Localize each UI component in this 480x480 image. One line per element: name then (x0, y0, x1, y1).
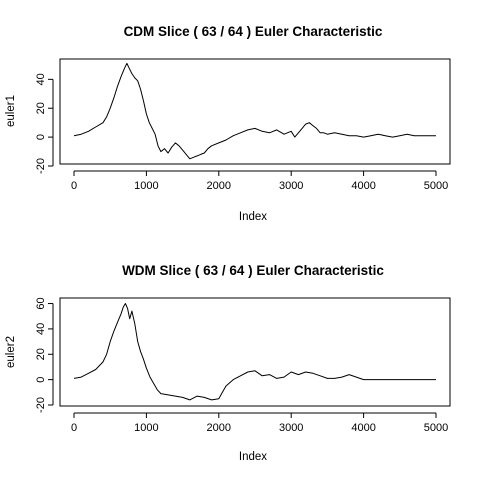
x-tick-label: 2000 (207, 422, 231, 434)
x-tick-label: 4000 (351, 180, 375, 192)
y-tick-label: 0 (35, 134, 47, 140)
x-axis-label: Index (239, 451, 267, 463)
chart-title: WDM Slice ( 63 / 64 ) Euler Characterist… (122, 263, 384, 278)
x-tick-label: 0 (71, 180, 77, 192)
y-axis-label: euler2 (5, 336, 17, 368)
y-tick-label: 60 (35, 297, 47, 309)
y-axis: -20 0 20 40 (35, 73, 54, 174)
x-axis: 0 1000 2000 3000 4000 5000 (71, 170, 448, 192)
x-tick-label: 1000 (134, 180, 158, 192)
y-tick-label: 20 (35, 348, 47, 360)
y-tick-label: 40 (35, 323, 47, 335)
x-tick-label: 3000 (279, 180, 303, 192)
x-tick-label: 5000 (424, 180, 448, 192)
x-tick-label: 4000 (351, 422, 375, 434)
y-tick-label: -20 (35, 397, 47, 413)
chart-title: CDM Slice ( 63 / 64 ) Euler Characterist… (124, 24, 383, 39)
x-tick-label: 5000 (424, 422, 448, 434)
series-line (73, 303, 436, 401)
y-tick-label: -20 (35, 158, 47, 174)
x-tick-label: 0 (71, 422, 77, 434)
x-tick-label: 1000 (134, 422, 158, 434)
y-tick-label: 20 (35, 102, 47, 114)
x-axis: 0 1000 2000 3000 4000 5000 (71, 412, 448, 434)
x-tick-label: 3000 (279, 422, 303, 434)
y-axis-label: euler1 (5, 95, 17, 127)
plot-frame (59, 297, 451, 407)
y-axis: -20 0 20 40 60 (35, 297, 54, 413)
y-tick-label: 0 (35, 377, 47, 383)
y-tick-label: 40 (35, 73, 47, 85)
chart-panel-cdm: CDM Slice ( 63 / 64 ) Euler Characterist… (5, 24, 451, 223)
x-tick-label: 2000 (207, 180, 231, 192)
series-group (73, 62, 436, 160)
plot-frame (59, 58, 451, 165)
series-group (73, 303, 436, 401)
series-line (73, 62, 436, 160)
chart-panel-wdm: WDM Slice ( 63 / 64 ) Euler Characterist… (5, 263, 451, 463)
x-axis-label: Index (239, 211, 267, 223)
